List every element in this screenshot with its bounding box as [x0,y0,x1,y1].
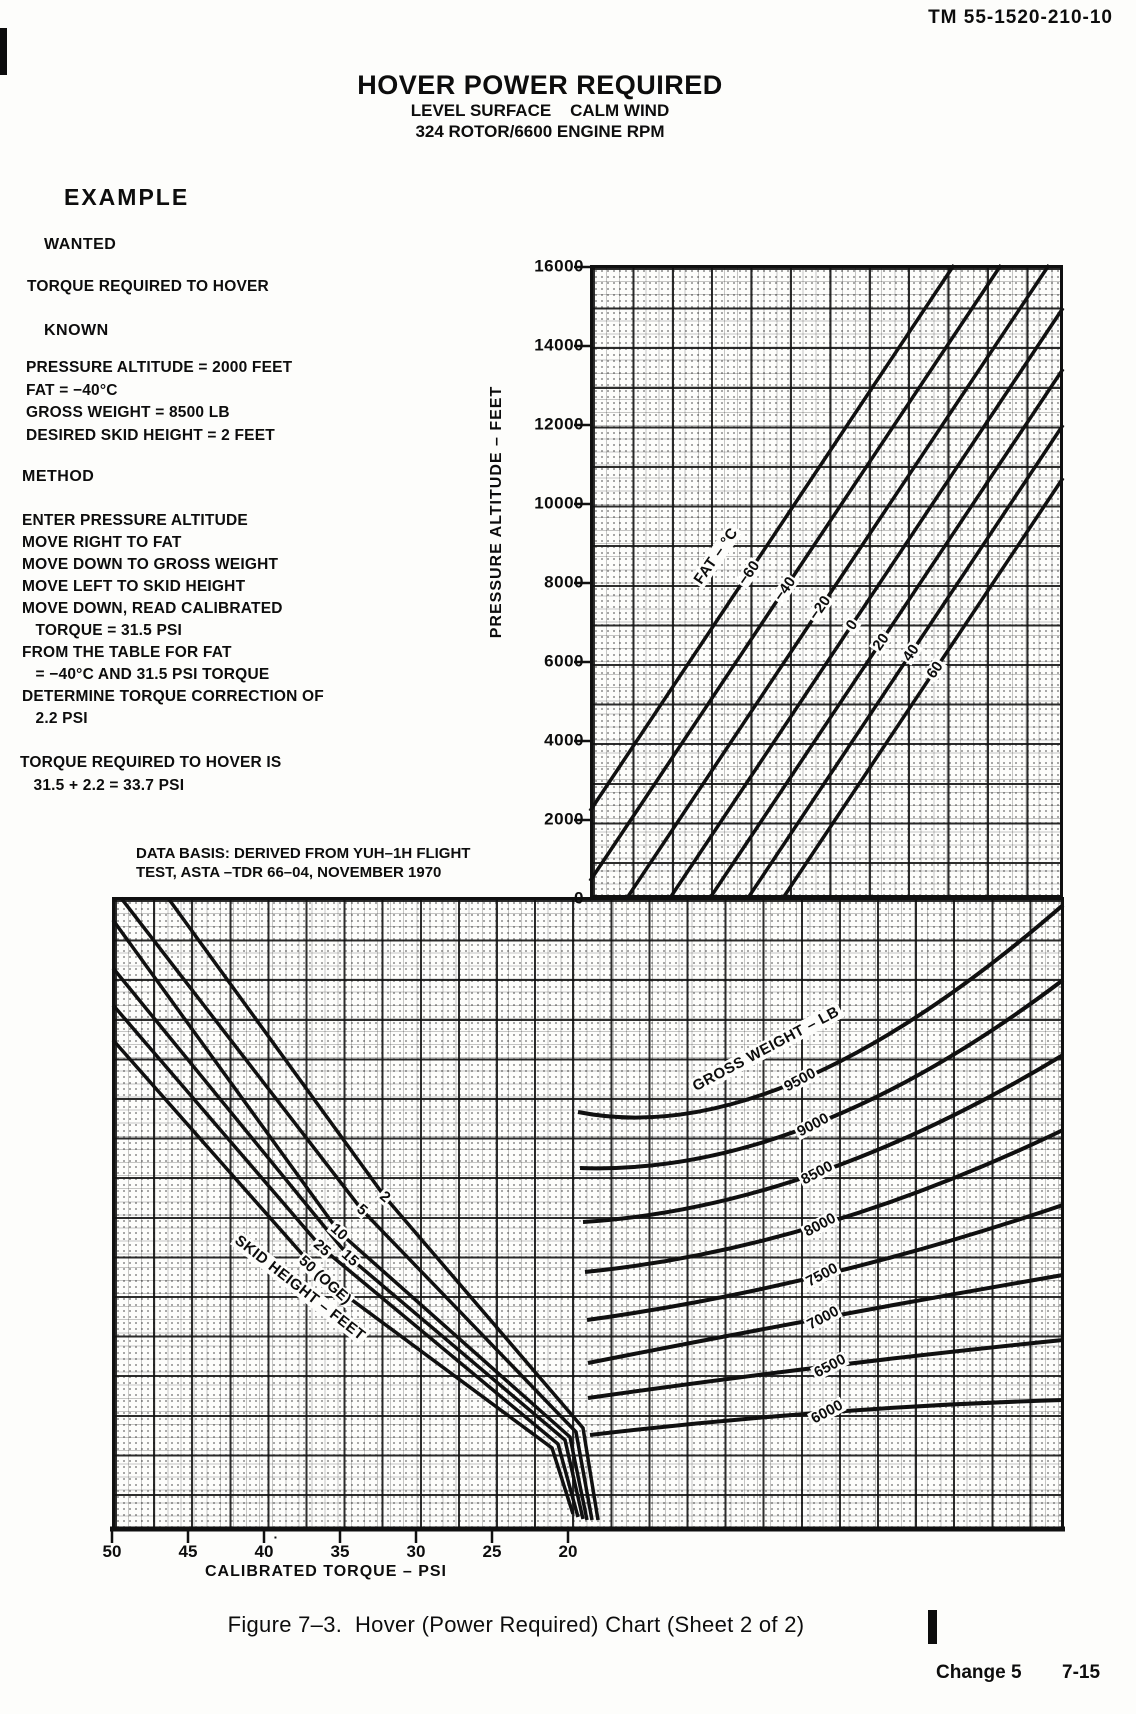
y-tick-4000: 4000 [544,730,584,750]
example-heading: EXAMPLE [64,184,190,210]
x-tick-30: 30 [406,1542,426,1561]
y-tick-2000: 2000 [544,809,584,829]
result-line: TORQUE REQUIRED TO HOVER IS [20,754,282,771]
change-bar [928,1610,937,1644]
data-basis-line2: TEST, ASTA –TDR 66–04, NOVEMBER 1970 [136,864,442,881]
x-tick-40: 40 [254,1542,274,1561]
page-subtitle-2: 324 ROTOR/6600 ENGINE RPM [415,122,665,141]
known-line: GROSS WEIGHT = 8500 LB [26,404,230,421]
scan-artifact [0,28,7,75]
known-line: FAT = −40°C [26,381,118,399]
known-lines: PRESSURE ALTITUDE = 2000 FEET FAT = −40°… [26,357,292,447]
known-line: PRESSURE ALTITUDE = 2000 FEET [26,359,293,376]
x-tick-35: 35 [330,1542,350,1561]
method-line: TORQUE = 31.5 PSI [22,622,183,639]
x-tick-20: 20 [558,1542,578,1561]
y-tick-12000: 12000 [534,414,584,434]
data-basis: DATA BASIS: DERIVED FROM YUH–1H FLIGHT T… [136,844,526,882]
method-line: MOVE DOWN TO GROSS WEIGHT [22,556,279,573]
tm-number: TM 55-1520-210-10 [928,7,1113,28]
upper-chart-panel [590,265,1063,898]
footer-change-number: Change 5 [936,1662,1022,1683]
calibrated-torque-axis-label: CALIBRATED TORQUE – PSI [205,1563,447,1580]
y-tick-10000: 10000 [534,493,584,513]
wanted-text: TORQUE REQUIRED TO HOVER [27,278,269,295]
method-lines: ENTER PRESSURE ALTITUDE MOVE RIGHT TO FA… [22,510,324,730]
method-line: = −40°C AND 31.5 PSI TORQUE [22,666,270,683]
method-label: METHOD [22,468,95,485]
method-line: MOVE DOWN, READ CALIBRATED [22,600,283,617]
page-title: HOVER POWER REQUIRED [357,70,723,100]
x-tick-45: 45 [178,1542,198,1561]
wanted-label: WANTED [44,236,117,253]
method-line: MOVE RIGHT TO FAT [22,534,182,551]
footer-page-number: 7-15 [1062,1662,1101,1683]
lower-chart-panel [112,897,1064,1530]
y-tick-14000: 14000 [534,335,584,355]
pressure-altitude-axis-label: PRESSURE ALTITUDE – FEET [488,385,505,639]
footnote-mark: ▪ [274,1533,277,1542]
x-tick-25: 25 [482,1542,502,1561]
y-tick-8000: 8000 [544,572,584,592]
x-tick-50: 50 [102,1542,122,1561]
data-basis-line1: DATA BASIS: DERIVED FROM YUH–1H FLIGHT [136,844,526,863]
result-line: 31.5 + 2.2 = 33.7 PSI [20,777,185,794]
data-basis-label: DATA BASIS: [136,845,230,862]
known-label: KNOWN [44,322,109,339]
page-subtitle-1: LEVEL SURFACE CALM WIND [410,101,670,120]
chart-title-block: HOVER POWER REQUIRED LEVEL SURFACE CALM … [330,70,750,142]
method-line: 2.2 PSI [22,710,88,727]
method-line: MOVE LEFT TO SKID HEIGHT [22,578,246,595]
method-line: ENTER PRESSURE ALTITUDE [22,512,248,529]
method-line: DETERMINE TORQUE CORRECTION OF [22,688,324,705]
result-lines: TORQUE REQUIRED TO HOVER IS 31.5 + 2.2 =… [20,751,281,797]
y-tick-16000: 16000 [534,256,584,276]
known-line: DESIRED SKID HEIGHT = 2 FEET [26,426,275,444]
method-line: FROM THE TABLE FOR FAT [22,644,232,661]
figure-caption: Figure 7–3. Hover (Power Required) Chart… [227,1612,805,1637]
data-basis-rest: DERIVED FROM YUH–1H FLIGHT [229,845,471,862]
y-tick-6000: 6000 [544,651,584,671]
y-tick-0: 0 [574,888,584,908]
